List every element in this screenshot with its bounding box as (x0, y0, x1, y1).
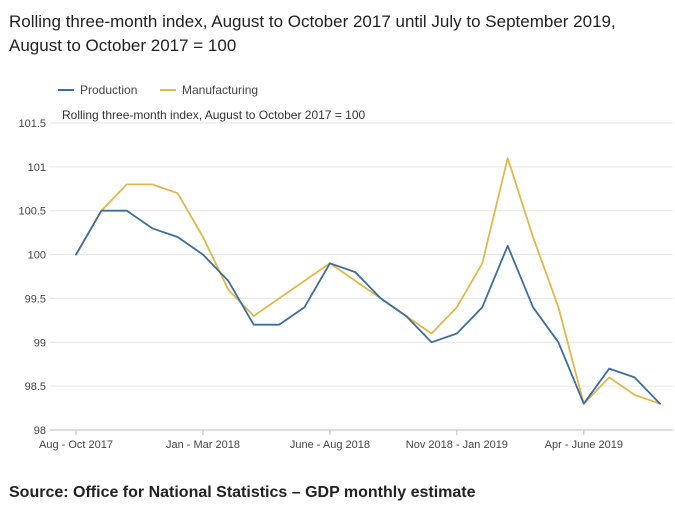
y-tick-label: 98.5 (25, 381, 46, 393)
y-axis-ticks: 98 98.5 99 99.5 100 100.5 101 101.5 (18, 118, 46, 437)
source-note: Source: Office for National Statistics –… (9, 484, 476, 501)
series-lines (75, 157, 661, 405)
legend: Production Manufacturing (58, 83, 258, 97)
y-tick-label: 100.5 (18, 206, 46, 218)
line-chart: Production Manufacturing Rolling three-m… (18, 83, 673, 451)
x-tick-label: Aug - Oct 2017 (39, 439, 113, 451)
y-tick-label: 101.5 (18, 118, 46, 130)
chart-subtitle: Rolling three-month index, August to Oct… (62, 108, 366, 122)
x-tick-label: Jan - Mar 2018 (166, 439, 240, 451)
y-tick-label: 99 (34, 337, 46, 349)
y-tick-label: 99.5 (25, 293, 46, 305)
x-tick-label: Apr - June 2019 (545, 439, 623, 451)
x-axis-ticks: Aug - Oct 2017 Jan - Mar 2018 June - Aug 2… (39, 430, 623, 451)
x-tick-label: Nov 2018 - Jan 2019 (406, 439, 508, 451)
legend-label-manufacturing: Manufacturing (182, 83, 258, 97)
y-tick-label: 100 (28, 250, 46, 262)
x-tick-label: June - Aug 2018 (290, 439, 370, 451)
chart-title: Rolling three-month index, August to Oct… (9, 12, 616, 55)
gridlines (50, 122, 673, 431)
series-line-production (75, 209, 661, 405)
y-tick-label: 98 (34, 425, 46, 437)
series-line-manufacturing (75, 157, 661, 405)
y-tick-label: 101 (28, 162, 46, 174)
legend-label-production: Production (80, 83, 137, 97)
